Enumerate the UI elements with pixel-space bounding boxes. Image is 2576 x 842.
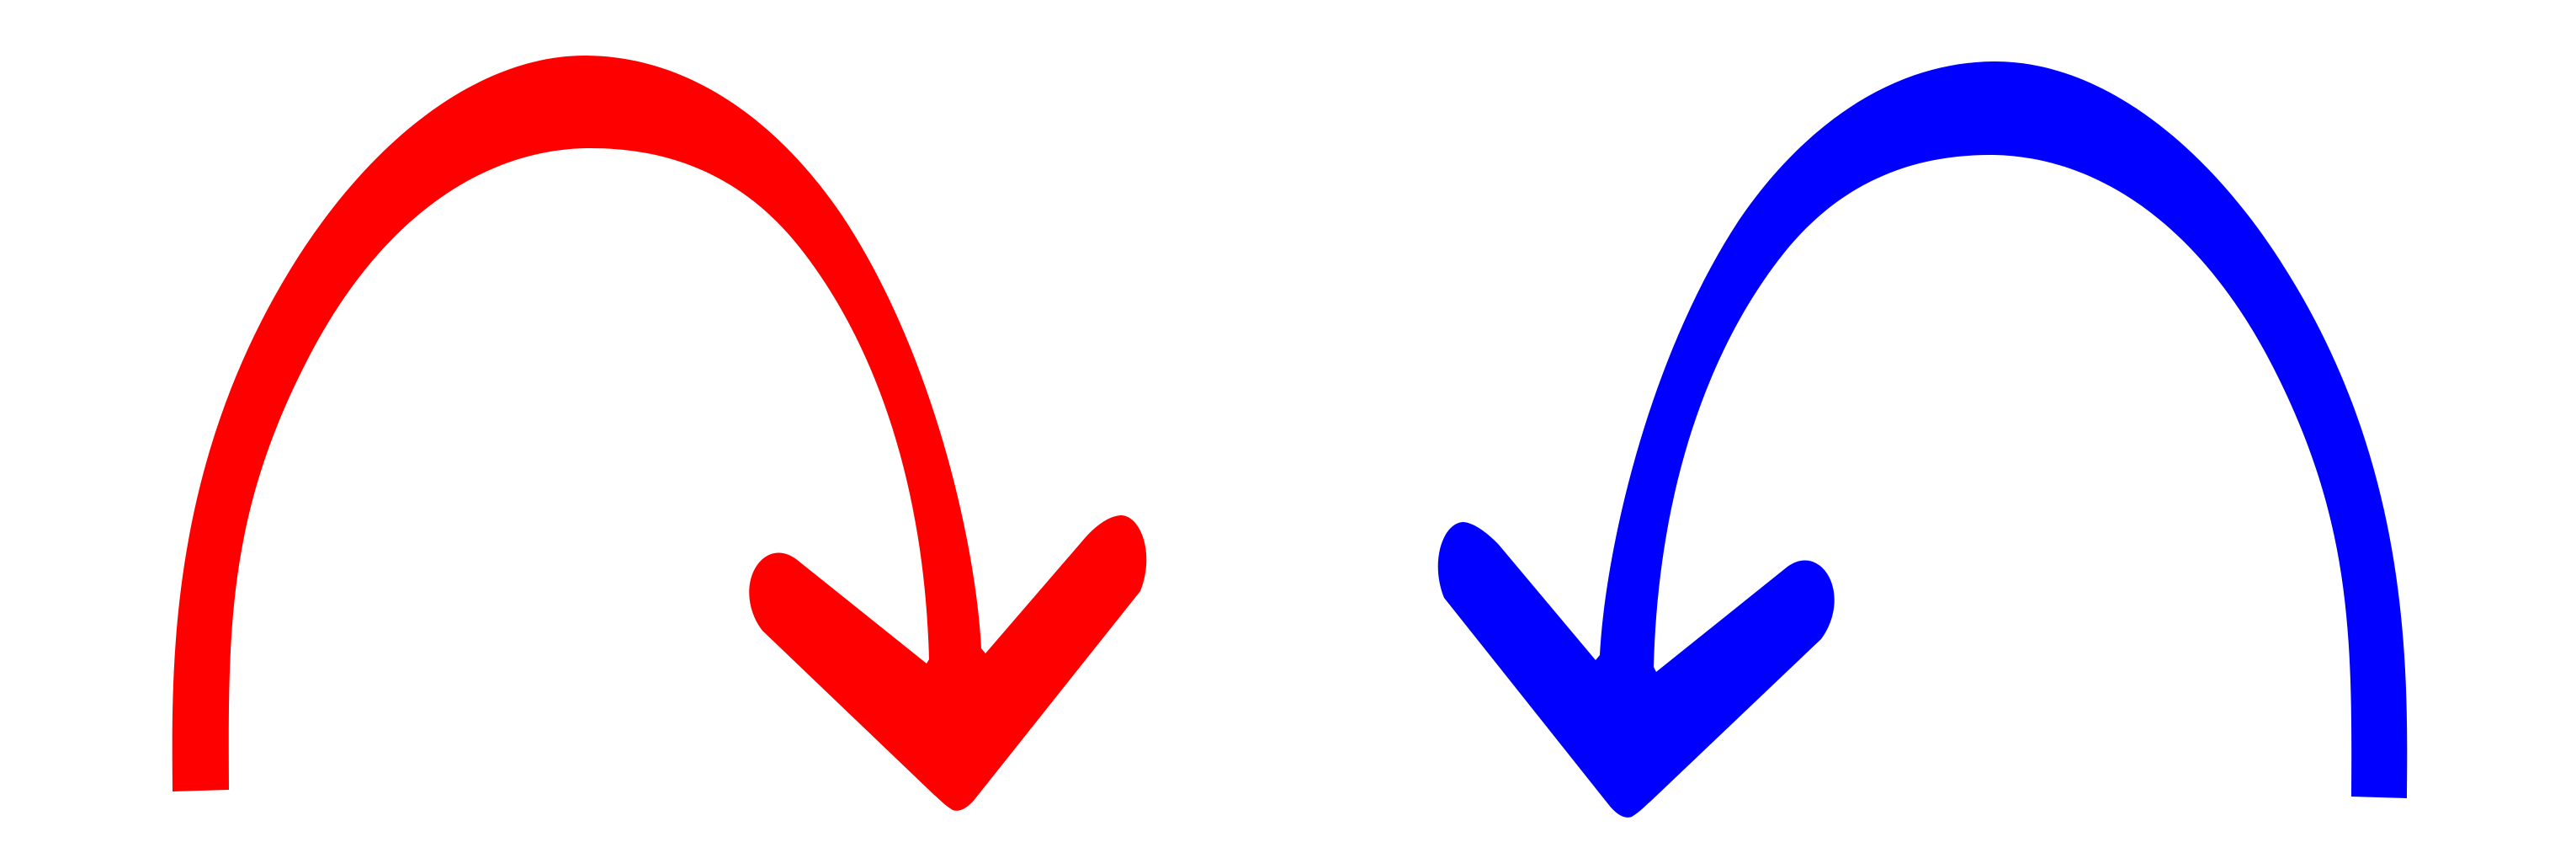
- red-curved-arrow: [172, 55, 1147, 811]
- red-arrow-shape: [172, 55, 1147, 811]
- blue-arrow-shape: [1437, 61, 2408, 818]
- blue-curved-arrow: [1288, 0, 2576, 842]
- curved-arrow-left-down-icon: [1437, 61, 2408, 818]
- curved-arrow-right-down-icon: [172, 55, 1147, 811]
